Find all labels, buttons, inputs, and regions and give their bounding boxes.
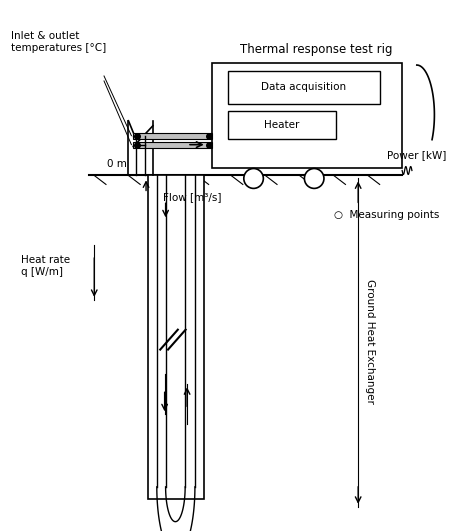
Text: Inlet & outlet
temperatures [°C]: Inlet & outlet temperatures [°C] <box>11 31 106 53</box>
Text: ○  Measuring points: ○ Measuring points <box>334 210 439 220</box>
Text: Heat rate
q [W/m]: Heat rate q [W/m] <box>21 255 70 277</box>
Text: Flow [m³/s]: Flow [m³/s] <box>163 193 221 202</box>
Text: Ground Heat Exchanger: Ground Heat Exchanger <box>365 279 375 404</box>
Bar <box>212 63 402 168</box>
Text: Data acquisition: Data acquisition <box>261 82 347 93</box>
Bar <box>228 111 336 139</box>
Bar <box>133 132 212 139</box>
Text: Power [kW]: Power [kW] <box>388 151 447 161</box>
Circle shape <box>304 169 324 188</box>
Text: Heater: Heater <box>264 120 300 130</box>
Bar <box>148 176 204 499</box>
Circle shape <box>244 169 263 188</box>
Text: 0 m: 0 m <box>107 159 127 169</box>
Bar <box>133 142 212 147</box>
Bar <box>228 71 380 104</box>
Text: Thermal response test rig: Thermal response test rig <box>240 43 393 56</box>
